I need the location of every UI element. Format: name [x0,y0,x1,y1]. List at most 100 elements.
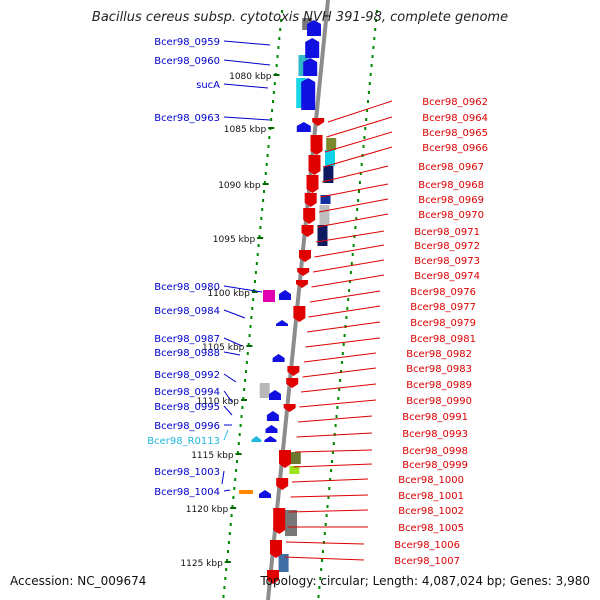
forward-gene-arrow [305,38,320,58]
reverse-gene-arrow [306,175,319,193]
gene-block [259,383,270,398]
tick-dot [320,568,323,571]
reverse-gene-label: Bcer98_1005 [398,523,464,534]
tick-dot [334,424,337,427]
tick-dot [222,595,225,598]
tick-dot [254,271,257,274]
kbp-tick-label: 1115 kbp [191,451,234,461]
gene-block [278,554,289,572]
tick-dot [331,460,333,463]
forward-gene-leader [221,470,225,485]
tick-dot [223,586,226,589]
tick-dot [349,280,351,283]
reverse-gene-label: Bcer98_0990 [406,396,472,407]
tick-dot [362,145,365,148]
tick-dot [263,190,265,193]
gene-block [319,205,330,225]
tick-dot [374,28,377,31]
kbp-tick-label: 1100 kbp [207,289,250,299]
forward-gene-leader [223,351,241,356]
reverse-gene-label: Bcer98_0973 [414,256,480,267]
reverse-gene-leader [305,337,381,348]
gene-block [326,138,337,150]
tick-dot [275,64,278,67]
reverse-gene-leader [320,183,389,198]
forward-gene-leader [223,405,233,416]
reverse-gene-arrow [279,450,291,468]
forward-gene-leader [223,489,231,492]
forward-gene-label: Bcer98_0987 [154,334,220,345]
forward-gene-leader [223,309,246,319]
tick-dot [252,298,255,301]
forward-gene-leader [223,59,271,66]
forward-gene-label: Bcer98_0960 [154,56,220,67]
tick-dot [254,280,256,283]
tick-dot [339,379,342,382]
tick-dot [257,244,260,247]
tick-dot [249,325,252,328]
reverse-gene-arrow [270,540,282,558]
tick-dot [327,496,330,499]
reverse-gene-label: Bcer98_0969 [418,195,484,206]
tick-dot [376,10,378,13]
reverse-gene-leader [326,116,393,138]
reverse-gene-leader [297,415,373,423]
tick-dot [338,388,341,391]
reverse-gene-label: Bcer98_1002 [398,506,464,517]
tick-dot [340,361,343,364]
tick-dot [256,253,259,256]
tick-dot [342,343,345,346]
forward-gene-label: Bcer98_0994 [154,387,220,398]
tick-dot [246,352,249,355]
tick-dot [237,442,240,445]
reverse-gene-label: Bcer98_0998 [402,446,468,457]
reverse-gene-labels: Bcer98_0962 Bcer98_0964 Bcer98_0965 Bcer98_… [284,97,488,567]
reverse-gene-label: Bcer98_0989 [406,380,472,391]
reverse-gene-label: Bcer98_0967 [418,162,484,173]
forward-gene-label: Bcer98_0996 [154,421,220,432]
tick-dot [347,298,350,301]
gene-block [263,290,275,302]
tick-dot [352,244,355,247]
reverse-gene-leader [291,478,369,483]
reverse-gene-leader [290,494,369,498]
tick-dot [371,55,374,58]
reverse-gene-arrow [310,135,323,155]
tick-dot [365,118,368,121]
tick-dot [372,46,375,49]
tick-dot [231,505,234,508]
reverse-gene-leader [314,244,385,258]
reverse-gene-leader [284,556,365,561]
tick-dot [240,415,243,418]
tick-dot [317,595,320,598]
kbp-tick-label: 1095 kbp [213,235,256,245]
reverse-gene-arrow [299,250,311,262]
reverse-gene-label: Bcer98_0971 [414,227,480,238]
forward-gene-leader [223,429,229,441]
reverse-gene-arrow [312,118,325,126]
tick-dot [355,217,358,220]
tick-dot [340,370,342,373]
tick-dot [356,208,359,211]
tick-dot [224,577,227,580]
page-title: Bacillus cereus subsp. cytotoxis NVH 391… [91,10,509,25]
forward-gene-leader [223,116,271,121]
forward-gene-label: Bcer98_R0113 [147,436,220,447]
reverse-gene-label: Bcer98_0976 [410,287,476,298]
tick-dot [255,262,258,265]
tick-dot [280,19,283,22]
reverse-gene-arrow [297,268,310,276]
tick-dot [335,415,338,418]
tick-dot [238,433,241,436]
reverse-gene-label: Bcer98_0999 [402,460,468,471]
tick-dot [341,352,344,355]
tick-dot [321,559,324,562]
forward-gene-arrow [251,436,262,442]
genome-backbone [266,0,330,600]
tick-dot [250,316,253,319]
reverse-gene-arrow [287,366,300,376]
tick-dot [319,577,322,580]
tick-dot [236,451,239,454]
tick-dot [337,397,340,400]
